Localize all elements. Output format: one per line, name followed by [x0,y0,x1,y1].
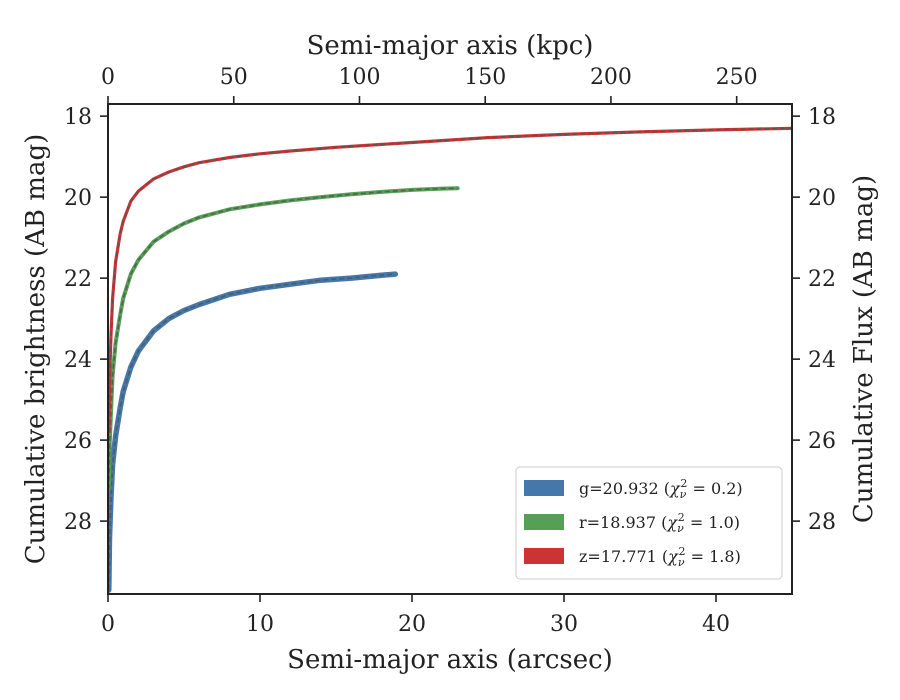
series-2 [108,186,460,491]
x-tick-label: 0 [101,612,115,637]
legend-label: r=18.937 (χν2 = 1.0) [579,511,740,535]
y-tick-label: 24 [64,348,92,373]
y-tick-label: 26 [64,429,92,454]
top-x-tick-label: 250 [716,65,758,90]
y-tick-label: 28 [64,510,92,535]
legend-box [515,466,783,580]
x-tick-label: 40 [702,612,730,637]
top-x-tick-label: 200 [590,65,632,90]
right-y-tick-label: 22 [808,267,836,292]
series-line [108,271,399,593]
top-x-tick-label: 0 [101,65,115,90]
legend-label: g=20.932 (χν2 = 0.2) [579,477,743,501]
legend-swatch [524,548,564,564]
series-model-line [108,127,792,433]
axis-titles: Semi-major axis (arcsec) Semi-major axis… [21,31,879,675]
top-x-tick-label: 150 [464,65,506,90]
legend: g=20.932 (χν2 = 0.2) r=18.937 (χν2 = 1.0)… [515,466,783,580]
top-x-tick-label: 50 [220,65,248,90]
x-tick-label: 10 [246,612,274,637]
y-tick-label: 18 [64,105,92,130]
right-y-tick-label: 28 [808,510,836,535]
y-axis-title: Cumulative brightness (AB mag) [21,134,51,565]
plot-border [107,103,793,595]
y-tick-label: 22 [64,267,92,292]
x-tick-label: 30 [550,612,578,637]
series-3 [108,126,792,434]
right-y-tick-label: 20 [808,186,836,211]
legend-swatch [524,514,564,530]
legend-swatch [524,480,564,496]
right-y-tick-label: 26 [808,429,836,454]
top-x-axis-title: Semi-major axis (kpc) [307,31,594,61]
series-layer [108,126,792,593]
right-y-tick-label: 24 [808,348,836,373]
series-line [108,126,792,434]
right-y-tick-label: 18 [808,105,836,130]
x-tick-label: 20 [398,612,426,637]
plot-frame [107,103,793,595]
series-model-line [108,273,396,591]
y-tick-label: 20 [64,186,92,211]
series-line [108,186,460,491]
axes-layer: 0 10 20 30 40 0 50 100 150 200 250 18 20 22 24 26 28 18 20… [64,65,836,637]
legend-label: z=17.771 (χν2 = 1.8) [579,545,741,569]
top-x-tick-label: 100 [338,65,380,90]
series-1 [108,271,399,593]
series-model-line [108,187,458,489]
right-y-axis-title: Cumulative Flux (AB mag) [849,175,879,523]
x-axis-title: Semi-major axis (arcsec) [287,645,613,675]
